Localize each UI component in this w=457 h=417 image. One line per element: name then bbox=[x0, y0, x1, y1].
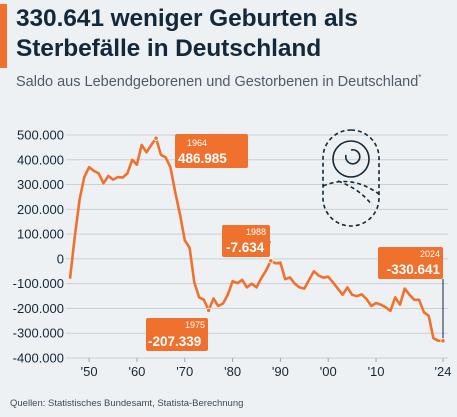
annotation-point bbox=[206, 307, 212, 313]
annotation-value: 486.985 bbox=[178, 151, 227, 166]
y-axis-tick-labels: 500.000 400.000 300.000 200.000 100.000 0 -100… bbox=[13, 128, 64, 366]
title-accent-bar bbox=[0, 4, 7, 68]
x-tick-label: '24 bbox=[435, 364, 452, 379]
annotation-1975: 1975 -207.339 bbox=[146, 307, 212, 351]
y-tick-label: 100.000 bbox=[17, 227, 64, 242]
annotation-1988: 1988 -7.634 bbox=[222, 225, 274, 264]
swaddled-baby-icon bbox=[322, 129, 380, 227]
x-tick-label: '90 bbox=[272, 364, 289, 379]
annotation-year: 1988 bbox=[246, 227, 266, 237]
annotation-value: -7.634 bbox=[226, 240, 265, 255]
annotation-point bbox=[440, 338, 446, 344]
y-tick-label: 400.000 bbox=[17, 152, 64, 167]
x-axis-tick-labels: '50 '60 '70 '80 '90 '00 '10 '24 bbox=[81, 358, 452, 379]
annotation-box bbox=[146, 318, 208, 351]
annotation-year: 1964 bbox=[187, 138, 207, 148]
subtitle-text: Saldo aus Lebendgeborenen und Gestorbene… bbox=[16, 74, 419, 90]
x-tick-label: '50 bbox=[81, 364, 98, 379]
annotation-point bbox=[268, 258, 274, 264]
annotation-box bbox=[175, 134, 248, 168]
series-line-path bbox=[68, 136, 444, 343]
annotation-box bbox=[222, 225, 270, 257]
x-tick-label: '00 bbox=[320, 364, 337, 379]
chart-subtitle: Saldo aus Lebendgeborenen und Gestorbene… bbox=[16, 73, 436, 91]
y-tick-label: 300.000 bbox=[17, 177, 64, 192]
annotation-box bbox=[378, 247, 443, 279]
annotation-2024: 2024 -330.641 bbox=[378, 247, 446, 344]
x-tick-label: '80 bbox=[224, 364, 241, 379]
source-note: Quellen: Statistisches Bundesamt, Statis… bbox=[10, 398, 244, 409]
x-tick-label: '60 bbox=[128, 364, 145, 379]
annotation-year: 1975 bbox=[185, 320, 205, 330]
y-tick-label: -300.000 bbox=[13, 326, 64, 341]
annotation-value: -207.339 bbox=[148, 334, 201, 349]
subtitle-footnote-mark: * bbox=[418, 73, 422, 83]
y-tick-label: 200.000 bbox=[17, 202, 64, 217]
chart-title: 330.641 weniger Geburten als Sterbefälle… bbox=[16, 5, 358, 62]
x-tick-label: '10 bbox=[368, 364, 385, 379]
y-tick-label: 500.000 bbox=[17, 128, 64, 143]
annotation-point bbox=[153, 135, 159, 141]
series-line bbox=[68, 136, 444, 343]
x-tick-label: '70 bbox=[176, 364, 193, 379]
y-tick-label: 0 bbox=[57, 251, 64, 266]
y-tick-label: -400.000 bbox=[13, 351, 64, 366]
annotation-year: 2024 bbox=[420, 249, 440, 259]
annotation-1964: 1964 486.985 bbox=[153, 134, 248, 168]
annotation-value: -330.641 bbox=[387, 262, 441, 277]
y-tick-label: -100.000 bbox=[13, 276, 64, 291]
annotations: 1964 486.985 1975 -207.339 1988 -7.634 2024 -33… bbox=[146, 134, 446, 351]
y-tick-label: -200.000 bbox=[13, 301, 64, 316]
